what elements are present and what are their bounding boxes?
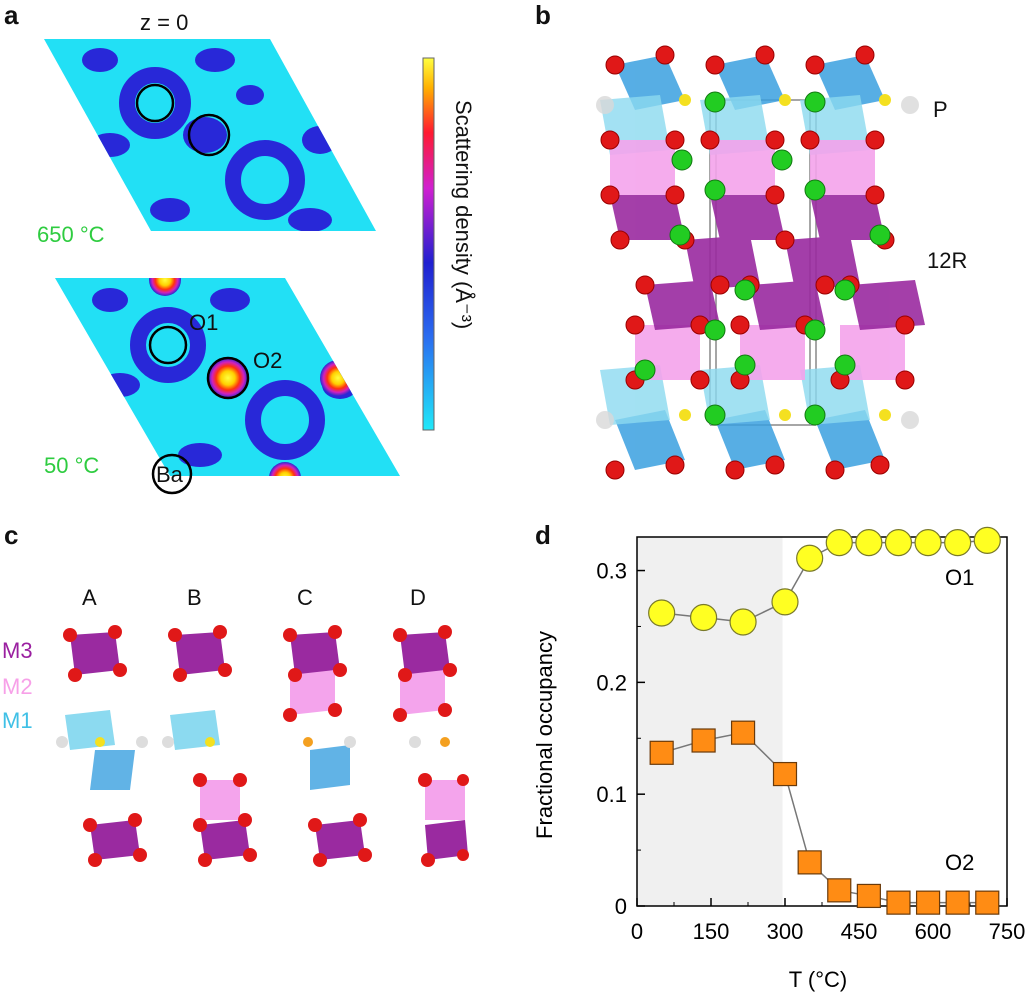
stacking-a: [56, 625, 148, 867]
label-p: P: [933, 97, 948, 122]
point-o1: [973, 526, 1001, 554]
y-tick-label: 0.1: [596, 782, 627, 807]
x-axis-title: T (°C): [789, 967, 848, 992]
temp-label-50: 50 °C: [44, 453, 100, 478]
point-o2: [797, 850, 822, 875]
shaded-region: [637, 537, 783, 906]
colorbar: [422, 57, 435, 431]
point-o1: [648, 599, 676, 627]
y-tick-label: 0: [615, 894, 627, 919]
density-map-650: [44, 39, 376, 231]
point-o1: [884, 528, 913, 557]
panel-letter-a: a: [4, 0, 19, 30]
y-axis-title: Fractional occupancy: [532, 631, 557, 839]
panel-letter-d: d: [535, 520, 551, 550]
x-tick-label: 0: [631, 919, 643, 944]
series-label-o1: O1: [945, 565, 974, 590]
density-maps: [44, 39, 435, 495]
series-o1: [648, 526, 1001, 636]
x-tick-label: 300: [767, 919, 804, 944]
point-o1: [729, 608, 757, 636]
point-o2: [691, 728, 716, 753]
y-tick-label: 0.2: [596, 670, 627, 695]
crystal-structure-12r: [596, 45, 925, 480]
point-o1: [796, 544, 824, 572]
column-label-a: A: [82, 585, 97, 610]
label-o1-map: O1: [189, 310, 219, 335]
x-tick-label: 150: [693, 919, 730, 944]
chart-axes: 0 150 300 450 600 750 0 0.1 0.2 0.3: [596, 536, 1025, 944]
point-o1: [914, 528, 942, 557]
colorbar-label: Scattering density (Å⁻³): [451, 100, 476, 330]
point-o2: [945, 890, 970, 915]
phosphorus-sites: [596, 94, 919, 429]
point-o1: [771, 588, 799, 616]
point-o1: [825, 528, 853, 557]
stacking-b: [162, 625, 257, 867]
point-o2: [772, 761, 798, 787]
x-tick-label: 600: [915, 919, 952, 944]
series-label-o2: O2: [945, 850, 974, 875]
barium-atoms: [634, 91, 891, 426]
column-label-b: B: [187, 585, 202, 610]
point-o2: [915, 890, 941, 915]
point-o2: [975, 890, 1000, 915]
point-o1: [690, 603, 718, 632]
row-label-m2: M2: [2, 674, 33, 699]
row-label-m3: M3: [2, 638, 33, 663]
point-o2: [827, 878, 852, 903]
x-tick-label: 750: [989, 919, 1025, 944]
point-o2: [730, 720, 756, 745]
panel-letter-c: c: [4, 520, 19, 550]
column-label-c: C: [297, 585, 313, 610]
z-label: z = 0: [140, 10, 189, 35]
y-tick-label: 0.3: [596, 559, 627, 584]
occupancy-chart: 0 150 300 450 600 750 0 0.1 0.2 0.3 O1 O2 Fractio…: [532, 526, 1025, 992]
column-label-d: D: [410, 585, 426, 610]
point-o2: [886, 890, 911, 915]
point-o1: [944, 528, 972, 557]
stacking-d: [393, 625, 469, 867]
label-ba-map: Ba: [156, 462, 183, 487]
stacking-variants: [56, 625, 469, 867]
point-o2: [856, 883, 881, 909]
panel-letter-b: b: [535, 0, 551, 30]
stacking-c: [283, 625, 372, 867]
series-o2: [649, 720, 1000, 915]
x-tick-label: 450: [841, 919, 878, 944]
point-o1: [855, 528, 883, 557]
label-o2-map: O2: [253, 348, 283, 373]
temp-label-650: 650 °C: [37, 222, 105, 247]
label-12r: 12R: [927, 248, 968, 273]
point-o2: [649, 740, 674, 765]
row-label-m1: M1: [2, 708, 33, 733]
polyhedra-layers: [600, 55, 925, 470]
